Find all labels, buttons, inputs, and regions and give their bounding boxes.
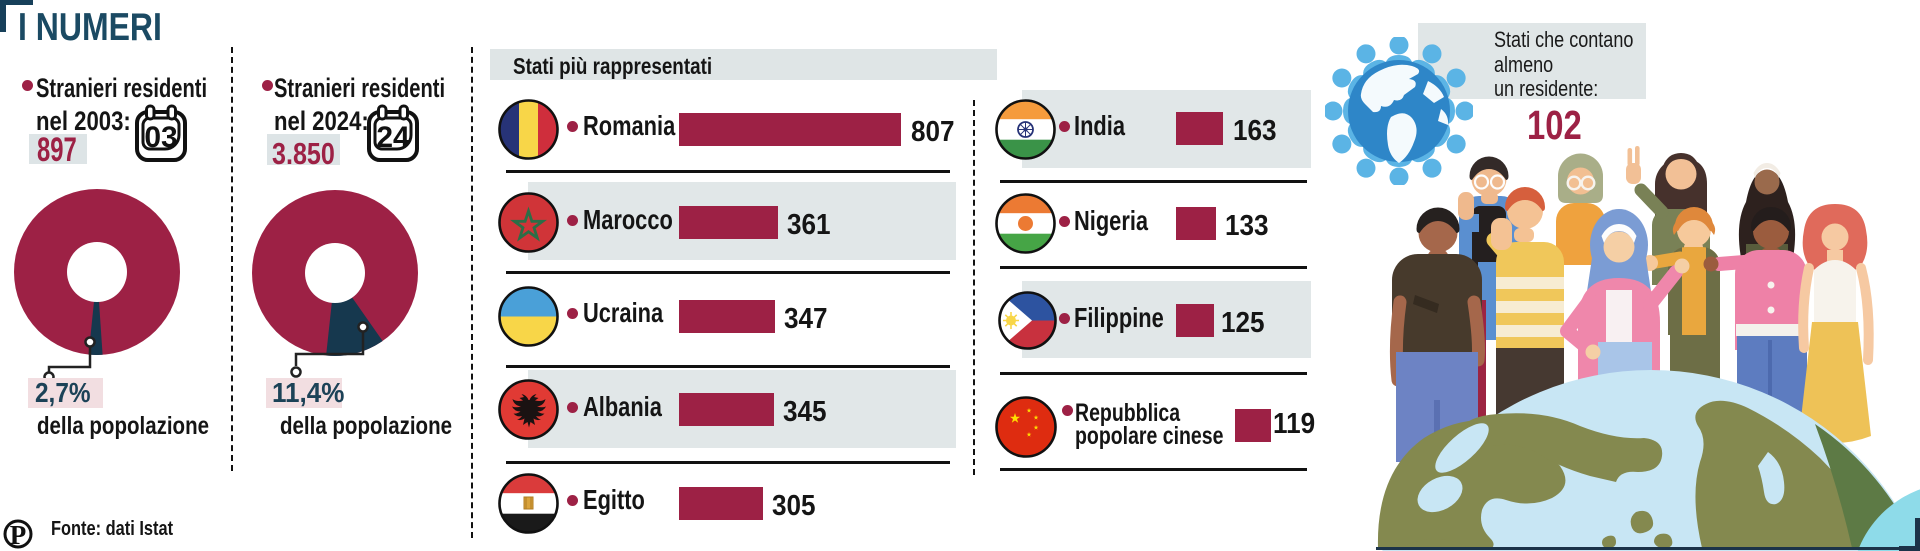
svg-text:P: P <box>10 520 27 549</box>
svg-text:24: 24 <box>376 121 410 154</box>
svg-text:03: 03 <box>144 121 177 154</box>
